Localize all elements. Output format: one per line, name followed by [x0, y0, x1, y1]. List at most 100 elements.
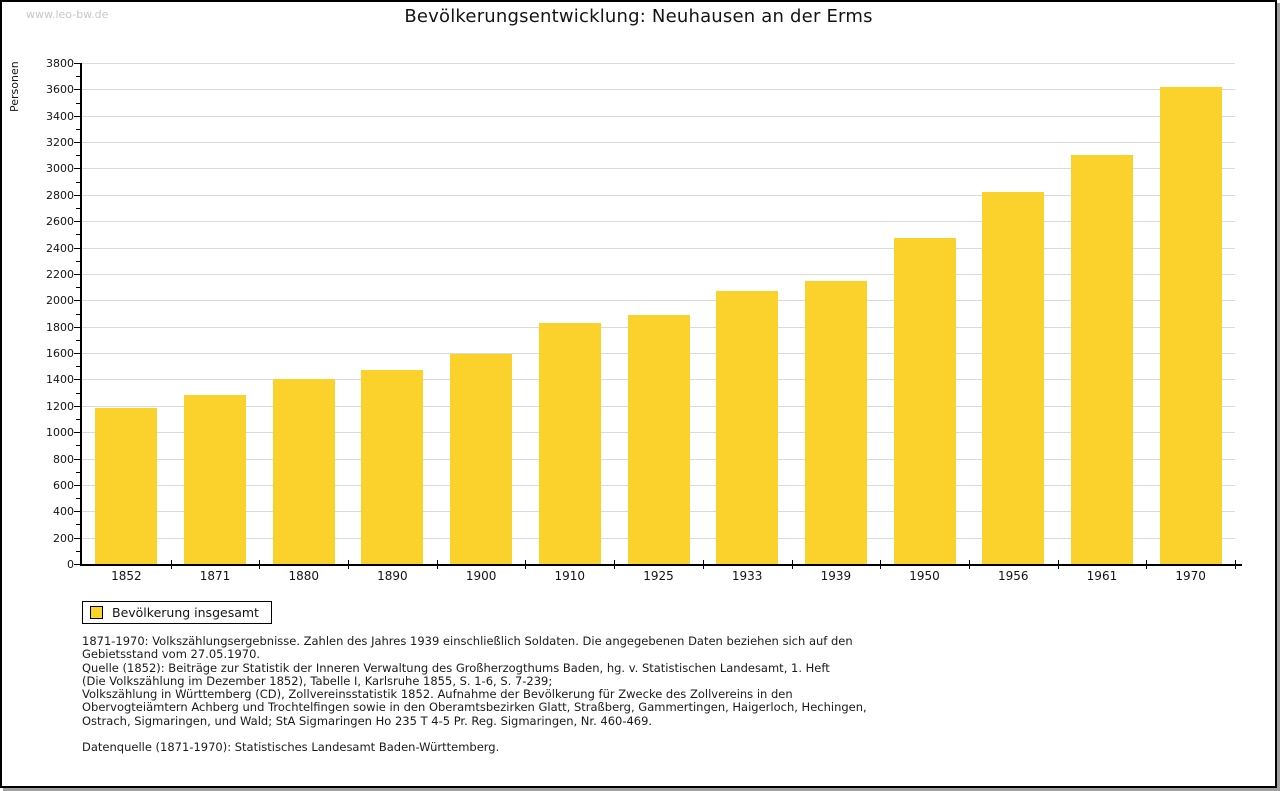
x-category-label: 1925: [643, 569, 674, 583]
x-boundary-tick: [259, 560, 261, 569]
y-major-tick: [74, 247, 80, 249]
y-major-tick: [74, 115, 80, 117]
y-tick-label: 2800: [46, 188, 74, 202]
footer-line: Obervogteiämtern Achberg und Trochtelfin…: [82, 700, 867, 715]
y-major-tick: [74, 89, 80, 91]
y-tick-label: 2400: [46, 241, 74, 255]
y-tick-label: 600: [53, 478, 74, 492]
y-tick-label: 3400: [46, 109, 74, 123]
bar-1933: [716, 291, 779, 564]
bar-1852: [95, 408, 158, 564]
gridline: [82, 89, 1235, 91]
y-tick-label: 400: [53, 505, 74, 519]
bar-1910: [538, 322, 601, 564]
x-boundary-tick: [614, 560, 616, 569]
y-tick-label: 3800: [46, 57, 74, 70]
bar-1900: [450, 354, 513, 564]
y-major-tick: [74, 273, 80, 275]
bar-1880: [272, 378, 335, 564]
chart-title: Bevölkerungsentwicklung: Neuhausen an de…: [404, 6, 873, 27]
bar-1939: [804, 280, 867, 564]
y-major-tick: [74, 484, 80, 486]
y-minor-tick: [76, 550, 80, 552]
gridline: [82, 273, 1235, 275]
x-boundary-tick: [702, 560, 704, 569]
y-minor-tick: [76, 339, 80, 341]
gridline: [82, 247, 1235, 249]
x-boundary-tick: [1057, 560, 1059, 569]
x-category-label: 1933: [731, 569, 763, 583]
footer-line: 1871-1970: Volkszählungsergebnisse. Zahl…: [82, 634, 853, 648]
y-major-tick: [74, 458, 80, 460]
y-major-tick: [74, 326, 80, 328]
x-category-label: 1910: [554, 569, 586, 583]
y-tick-label: 3200: [46, 136, 74, 150]
y-minor-tick: [76, 471, 80, 473]
y-tick-label: 1600: [46, 347, 74, 361]
y-minor-tick: [76, 498, 80, 500]
x-category-label: 1956: [997, 569, 1029, 583]
x-boundary-tick: [791, 560, 793, 569]
x-boundary-tick: [880, 560, 882, 569]
y-major-tick: [74, 511, 80, 513]
y-major-tick: [74, 405, 80, 407]
bar-1950: [893, 238, 956, 564]
x-boundary-tick: [170, 560, 172, 569]
y-minor-tick: [76, 181, 80, 183]
legend-label: Bevölkerung insgesamt: [112, 605, 259, 620]
y-minor-tick: [76, 102, 80, 104]
y-minor-tick: [76, 418, 80, 420]
y-tick-label: 1200: [46, 399, 74, 413]
y-major-tick: [74, 564, 80, 565]
y-major-tick: [74, 168, 80, 170]
y-major-tick: [74, 142, 80, 144]
gridline: [82, 168, 1235, 170]
gridline: [82, 194, 1235, 196]
x-boundary-tick: [1146, 560, 1148, 569]
y-tick-label: 800: [53, 452, 74, 466]
bar-1961: [1070, 155, 1133, 564]
bar-1956: [982, 191, 1045, 564]
y-major-tick: [74, 300, 80, 302]
bar-1925: [627, 314, 690, 564]
footer-line: Volkszählung in Württemberg (CD), Zollve…: [82, 687, 793, 702]
leo-bw-watermark: www.leo-bw.de: [26, 8, 109, 21]
x-category-label: 1890: [377, 569, 408, 583]
x-category-label: 1961: [1086, 569, 1118, 583]
source-notes: 1871-1970: Volkszählungsergebnisse. Zahl…: [82, 634, 867, 728]
x-category-label: 1880: [288, 569, 319, 583]
y-tick-label: 0: [67, 558, 74, 571]
y-axis-line: [80, 63, 82, 566]
gridline: [82, 63, 1235, 64]
x-category-label: 1871: [199, 569, 231, 583]
x-category-label: 1950: [909, 569, 940, 583]
x-boundary-tick: [1235, 560, 1236, 569]
y-major-tick: [74, 63, 80, 64]
footer-line: Gebietsstand vom 27.05.1970.: [82, 647, 261, 662]
y-minor-tick: [76, 260, 80, 262]
y-major-tick: [74, 537, 80, 539]
datasource-note: Datenquelle (1871-1970): Statistisches L…: [82, 740, 500, 755]
x-category-label: 1852: [111, 569, 142, 583]
y-major-tick: [74, 379, 80, 381]
y-minor-tick: [76, 208, 80, 210]
bar-1890: [361, 369, 424, 564]
y-minor-tick: [76, 234, 80, 236]
footer-line: Quelle (1852): Beiträge zur Statistik de…: [82, 660, 830, 675]
y-tick-label: 3000: [46, 162, 74, 176]
y-tick-label: 1000: [46, 426, 74, 440]
y-major-tick: [74, 432, 80, 434]
x-axis-line: [80, 564, 1242, 566]
y-minor-tick: [76, 128, 80, 130]
y-tick-label: 2600: [46, 215, 74, 229]
x-boundary-tick: [968, 560, 970, 569]
gridline: [82, 115, 1235, 117]
y-minor-tick: [76, 287, 80, 289]
x-category-label: 1939: [820, 569, 852, 583]
gridline: [82, 221, 1235, 223]
x-category-label: 1900: [465, 569, 497, 583]
footer-line: (Die Volkszählung im Dezember 1852), Tab…: [82, 673, 553, 688]
bar-1871: [184, 394, 247, 564]
y-minor-tick: [76, 524, 80, 526]
